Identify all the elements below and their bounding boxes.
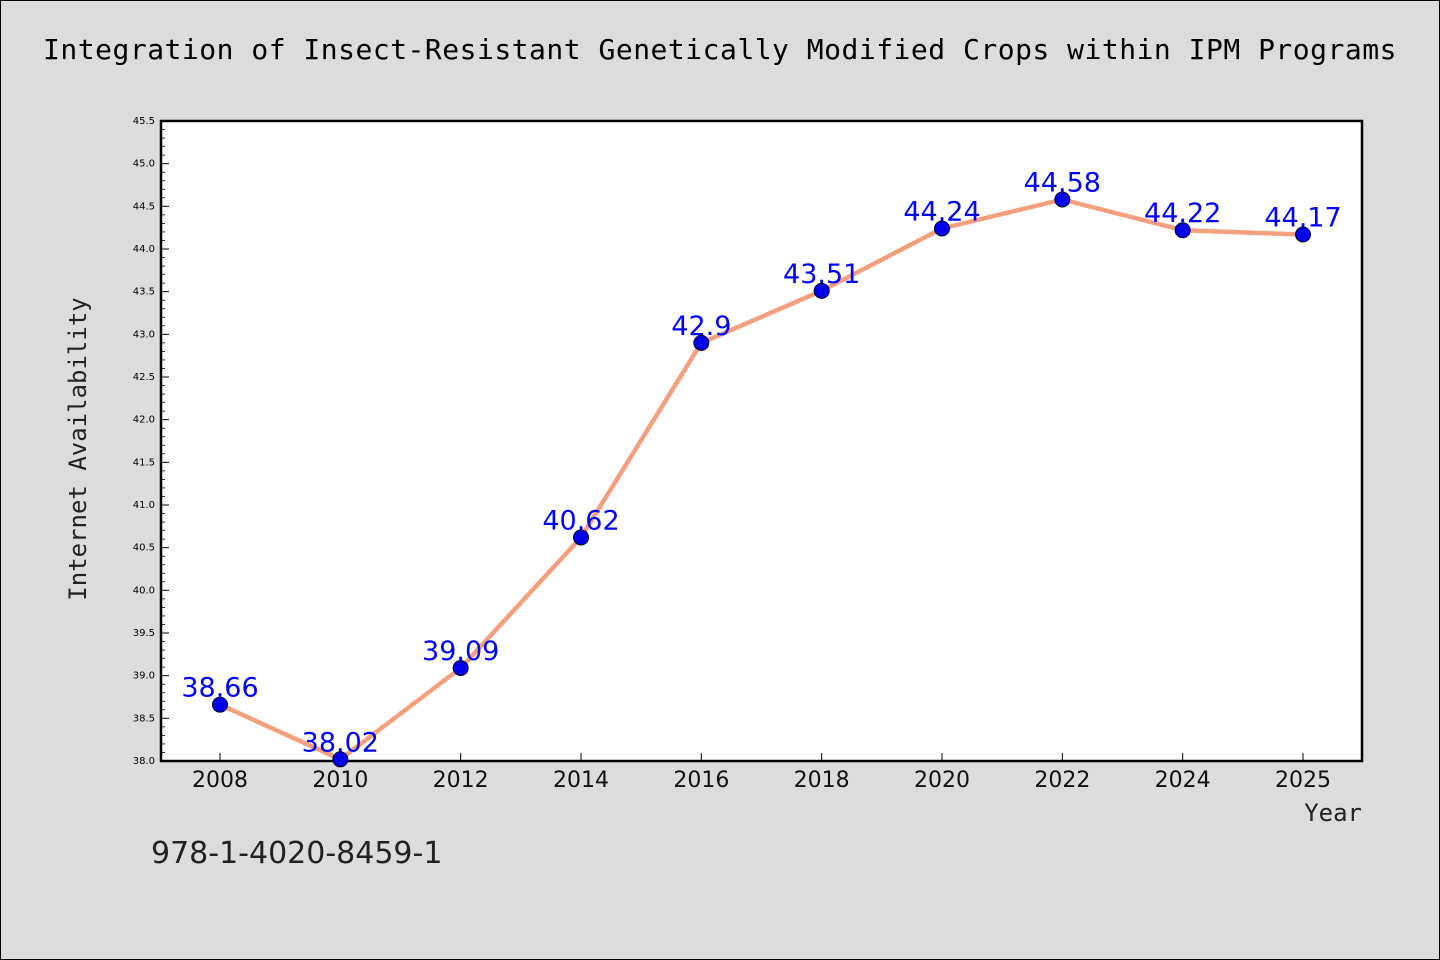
y-tick-label: 41.0 — [133, 500, 155, 511]
data-label: 44.22 — [1144, 198, 1221, 229]
data-label: 38.02 — [302, 727, 379, 758]
y-tick-label: 43.5 — [133, 287, 155, 298]
y-axis-title: Internet Availability — [64, 297, 92, 600]
data-label: 39.09 — [422, 636, 499, 667]
y-tick-label: 42.5 — [133, 372, 155, 383]
y-tick-label: 43.0 — [133, 329, 155, 340]
plot-area — [159, 119, 1364, 763]
data-point — [934, 220, 950, 237]
x-tick-label: 2025 — [1275, 768, 1331, 793]
x-tick-label: 2020 — [914, 768, 970, 793]
y-tick-label: 44.0 — [133, 244, 155, 255]
y-tick-label: 44.5 — [133, 201, 155, 212]
series-markers — [212, 191, 1311, 768]
y-tick-label: 42.0 — [133, 415, 155, 426]
y-tick-label: 40.5 — [133, 543, 155, 554]
data-label: 38.66 — [181, 673, 258, 704]
data-point — [332, 751, 349, 768]
data-point — [1295, 226, 1311, 243]
x-tick-label: 2014 — [553, 768, 609, 793]
x-tick-label: 2010 — [312, 768, 368, 793]
series-line — [219, 197, 1304, 762]
data-label: 44.58 — [1024, 168, 1101, 199]
data-labels: 38.66 38.02 39.09 40.62 42.9 43.51 44.24 44.58 4… — [181, 168, 1341, 759]
data-point — [1174, 222, 1191, 239]
data-point — [1054, 191, 1071, 208]
data-point — [813, 282, 830, 299]
x-tick-label: 2016 — [673, 768, 729, 793]
y-tick-label: 45.5 — [133, 116, 155, 127]
y-tick-label: 41.5 — [133, 457, 155, 468]
data-label: 42.9 — [671, 311, 731, 342]
y-tick-label: 39.0 — [133, 671, 155, 682]
x-tick-label: 2024 — [1155, 768, 1211, 793]
chart-title: Integration of Insect-Resistant Genetica… — [43, 33, 1397, 66]
data-point — [693, 334, 710, 351]
isbn-text: 978-1-4020-8459-1 — [151, 836, 443, 871]
data-point — [573, 529, 589, 546]
y-tick-label: 38.5 — [133, 713, 155, 724]
data-point — [212, 696, 228, 713]
x-tick-label: 2022 — [1034, 768, 1090, 793]
x-tick-label: 2012 — [433, 768, 489, 793]
x-tick-label: 2008 — [192, 768, 248, 793]
x-axis-title: Year — [1304, 799, 1362, 827]
data-label: 44.24 — [903, 197, 980, 228]
x-axis: 2008 2010 2012 2014 2016 2018 2020 2022 2024 2025 — [192, 753, 1331, 793]
data-label: 43.51 — [783, 259, 860, 290]
y-tick-label: 38.0 — [133, 756, 155, 767]
y-tick-label: 40.0 — [133, 585, 155, 596]
x-tick-label: 2018 — [794, 768, 850, 793]
y-axis: 38.0 38.5 39.0 39.5 40.0 40.5 41.0 41.5 42.0 42.5… — [133, 116, 169, 767]
y-tick-label: 39.5 — [133, 628, 155, 639]
data-point — [452, 659, 469, 676]
data-label: 40.62 — [542, 505, 619, 536]
data-label: 44.17 — [1264, 202, 1341, 233]
y-tick-label: 45.0 — [133, 159, 155, 170]
